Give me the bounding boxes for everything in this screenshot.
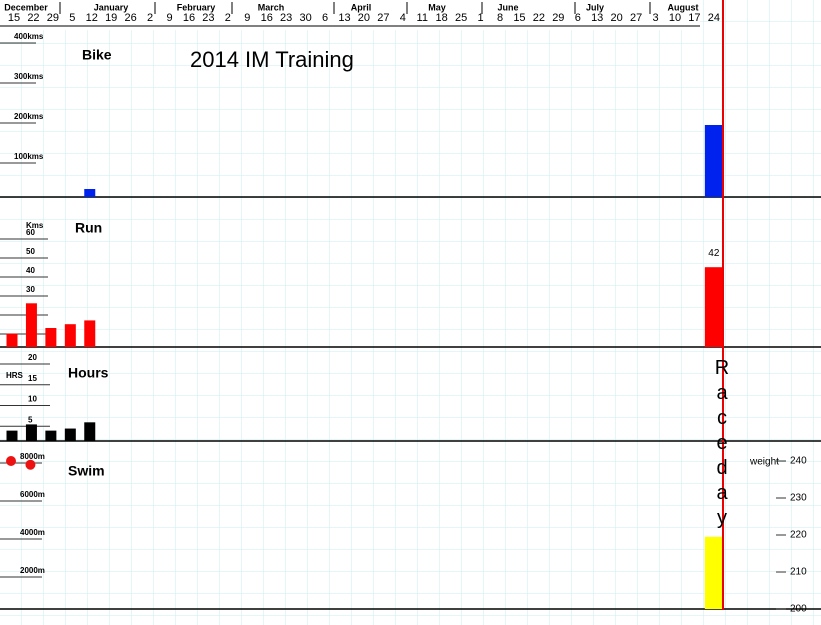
- month-label: January: [94, 2, 129, 12]
- y2-tick-label: 240: [790, 456, 807, 467]
- y2-tick-label: 220: [790, 530, 807, 541]
- bar: [84, 320, 96, 347]
- chart-title: 2014 IM Training: [190, 47, 354, 72]
- y-tick-label: 2000m: [20, 566, 45, 575]
- day-label: 16: [261, 12, 273, 24]
- panel-title: Run: [75, 220, 102, 236]
- month-label: April: [351, 2, 372, 12]
- month-label: May: [428, 2, 446, 12]
- bar: [25, 303, 37, 347]
- bar: [704, 536, 723, 609]
- day-label: 13: [591, 12, 603, 24]
- value-label: 42: [708, 248, 720, 259]
- race-day-label: Race day: [714, 357, 730, 529]
- y-tick-label: 4000m: [20, 528, 45, 537]
- month-label: March: [258, 2, 285, 12]
- day-label: 23: [280, 12, 292, 24]
- bar: [6, 430, 18, 441]
- day-label: 22: [27, 12, 39, 24]
- bar: [45, 328, 57, 347]
- day-label: 19: [105, 12, 117, 24]
- y-tick-label: 300kms: [14, 72, 44, 81]
- day-label: 3: [652, 12, 658, 24]
- day-label: 16: [183, 12, 195, 24]
- day-label: 22: [533, 12, 545, 24]
- day-label: 4: [400, 12, 406, 24]
- y-tick-label: 30: [26, 285, 35, 294]
- day-label: 29: [47, 12, 59, 24]
- y-tick-label: 50: [26, 247, 35, 256]
- y2-tick-label: 210: [790, 567, 807, 578]
- day-label: 20: [358, 12, 370, 24]
- day-label: 25: [455, 12, 467, 24]
- day-label: 12: [86, 12, 98, 24]
- day-label: 27: [377, 12, 389, 24]
- y2-tick-label: 230: [790, 493, 807, 504]
- bar: [6, 333, 18, 347]
- day-label: 2: [225, 12, 231, 24]
- bar: [704, 125, 723, 197]
- y-tick-label: 6000m: [20, 490, 45, 499]
- bar: [84, 189, 96, 197]
- day-label: 30: [299, 12, 311, 24]
- y-tick-label: 60: [26, 228, 35, 237]
- day-label: 1: [477, 12, 483, 24]
- y-tick-label: 5: [28, 415, 33, 424]
- day-label: 27: [630, 12, 642, 24]
- bar: [84, 422, 96, 441]
- y-tick-label: 8000m: [20, 452, 45, 461]
- day-label: 5: [69, 12, 75, 24]
- y-axis-label: HRS: [6, 371, 24, 380]
- weight-point: [6, 456, 16, 466]
- bar: [25, 424, 37, 441]
- day-label: 11: [417, 12, 428, 24]
- month-label: December: [4, 2, 48, 12]
- month-label: July: [586, 2, 604, 12]
- day-label: 24: [708, 12, 720, 24]
- month-label: June: [497, 2, 518, 12]
- day-label: 26: [125, 12, 137, 24]
- day-label: 6: [322, 12, 328, 24]
- day-label: 15: [8, 12, 20, 24]
- y-tick-label: 400kms: [14, 32, 44, 41]
- day-label: 13: [338, 12, 350, 24]
- y-tick-label: 100kms: [14, 152, 44, 161]
- month-label: August: [668, 2, 699, 12]
- bar: [704, 267, 723, 347]
- day-label: 17: [688, 12, 700, 24]
- day-label: 9: [166, 12, 172, 24]
- day-label: 6: [575, 12, 581, 24]
- bar: [45, 430, 57, 441]
- y-tick-label: 40: [26, 266, 35, 275]
- day-label: 10: [669, 12, 681, 24]
- month-label: February: [177, 2, 216, 12]
- bar: [64, 428, 76, 441]
- y-axis-label: Kms: [26, 221, 44, 230]
- y-tick-label: 20: [28, 353, 37, 362]
- day-label: 15: [513, 12, 525, 24]
- day-label: 2: [147, 12, 153, 24]
- y2-tick-label: 200: [790, 604, 807, 615]
- day-label: 9: [244, 12, 250, 24]
- bar: [64, 324, 76, 347]
- panel-title: Swim: [68, 463, 105, 479]
- y2-axis-label: weight: [749, 457, 779, 468]
- day-label: 29: [552, 12, 564, 24]
- y-tick-label: 200kms: [14, 112, 44, 121]
- y-tick-label: 10: [28, 395, 37, 404]
- weight-point: [25, 459, 36, 470]
- day-label: 8: [497, 12, 503, 24]
- day-label: 20: [611, 12, 623, 24]
- day-label: 23: [202, 12, 214, 24]
- panel-title: Bike: [82, 47, 112, 63]
- day-label: 18: [436, 12, 448, 24]
- timeline-band: [0, 0, 700, 30]
- y-tick-label: 15: [28, 374, 37, 383]
- panel-title: Hours: [68, 365, 109, 381]
